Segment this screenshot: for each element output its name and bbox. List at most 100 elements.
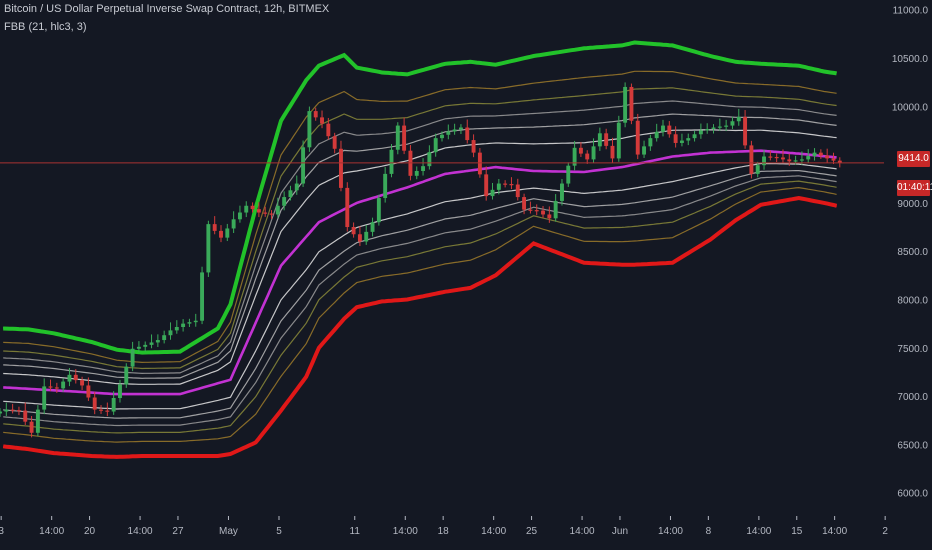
time-tick-label: 14:00 bbox=[746, 526, 771, 537]
candle-body bbox=[831, 158, 836, 161]
candle-body bbox=[818, 152, 823, 156]
candle-body bbox=[743, 116, 748, 146]
candle-body bbox=[263, 212, 268, 214]
candle-body bbox=[673, 134, 678, 143]
candle-body bbox=[61, 381, 66, 389]
fib-band-lower bbox=[3, 180, 837, 434]
candle-body bbox=[54, 387, 59, 389]
price-tick-label: 7500.0 bbox=[897, 344, 928, 355]
fib-band-lower bbox=[3, 170, 837, 419]
candle-body bbox=[193, 320, 198, 323]
candle-body bbox=[515, 184, 520, 198]
candle-body bbox=[509, 184, 514, 186]
fib-band-upper bbox=[3, 113, 837, 379]
candle-body bbox=[465, 127, 470, 141]
candle-body bbox=[560, 183, 564, 201]
price-tick-label: 9000.0 bbox=[897, 199, 928, 210]
candle-body bbox=[490, 189, 495, 197]
time-tick-label: Jun bbox=[612, 526, 628, 537]
candle-body bbox=[10, 409, 15, 411]
candle-body bbox=[181, 323, 186, 328]
candle-body bbox=[648, 138, 653, 147]
candle-body bbox=[414, 170, 419, 176]
candle-body bbox=[572, 147, 577, 166]
candle-body bbox=[503, 183, 508, 185]
lower-band-line bbox=[3, 198, 837, 459]
candle-body bbox=[686, 138, 691, 141]
time-tick-label: 2 bbox=[882, 526, 888, 537]
candle-body bbox=[679, 140, 684, 143]
candle-body bbox=[566, 165, 571, 184]
candle-body bbox=[0, 411, 2, 414]
bar-countdown-tag: 01:40:11 bbox=[897, 180, 932, 196]
candle-body bbox=[130, 348, 135, 367]
candle-body bbox=[143, 344, 148, 347]
candle-body bbox=[395, 125, 400, 150]
candle-body bbox=[522, 197, 527, 210]
candle-body bbox=[105, 410, 110, 412]
candle-body bbox=[206, 224, 211, 273]
time-tick-label: 3 bbox=[0, 526, 4, 537]
candle-body bbox=[345, 187, 350, 228]
candle-body bbox=[661, 125, 665, 132]
candle-body bbox=[219, 230, 223, 238]
candle-body bbox=[73, 374, 78, 381]
candle-body bbox=[155, 340, 160, 343]
bands-layer bbox=[2, 40, 838, 459]
price-tick-label: 10000.0 bbox=[892, 102, 929, 113]
candle-body bbox=[364, 231, 369, 242]
candle-body bbox=[124, 366, 129, 385]
time-tick-label: 11 bbox=[350, 526, 361, 537]
symbol-legend[interactable]: Bitcoin / US Dollar Perpetual Inverse Sw… bbox=[4, 3, 330, 15]
candle-body bbox=[616, 122, 621, 159]
candle-body bbox=[585, 153, 590, 160]
time-axis[interactable]: 3 14:00 20 14:00 27 May 5 11 14:00 18 14:00 25 14:00… bbox=[0, 516, 888, 537]
last-price-tag: 9414.0 bbox=[897, 151, 930, 167]
candle-body bbox=[301, 147, 306, 184]
candle-body bbox=[174, 327, 179, 331]
candle-body bbox=[4, 409, 9, 412]
candle-body bbox=[421, 166, 426, 171]
candle-body bbox=[458, 127, 463, 130]
price-tick-label: 7000.0 bbox=[897, 392, 928, 403]
candle-body bbox=[528, 209, 533, 211]
time-tick-label: 5 bbox=[276, 526, 282, 537]
candle-body bbox=[642, 146, 647, 155]
candles-layer bbox=[0, 82, 842, 438]
candle-body bbox=[307, 111, 312, 148]
candle-body bbox=[578, 147, 583, 154]
candle-body bbox=[351, 227, 356, 235]
candle-body bbox=[149, 342, 154, 345]
time-tick-label: 14:00 bbox=[393, 526, 418, 537]
candle-body bbox=[357, 234, 362, 242]
time-tick-label: 18 bbox=[438, 526, 450, 537]
candle-body bbox=[711, 127, 716, 129]
time-tick-label: 25 bbox=[526, 526, 538, 537]
fib-band-lower bbox=[3, 162, 837, 410]
price-tick-label: 10500.0 bbox=[892, 54, 929, 65]
basis-line bbox=[3, 149, 837, 396]
candle-body bbox=[471, 140, 476, 153]
time-tick-label: 14:00 bbox=[658, 526, 683, 537]
time-tick-label: 14:00 bbox=[570, 526, 595, 537]
candle-body bbox=[86, 385, 91, 398]
time-tick-label: 20 bbox=[84, 526, 96, 537]
candle-body bbox=[29, 421, 34, 433]
fib-band-lower bbox=[3, 175, 837, 427]
candle-body bbox=[781, 157, 785, 160]
candle-body bbox=[326, 123, 331, 137]
indicator-legend[interactable]: FBB (21, hlc3, 3) bbox=[4, 21, 87, 33]
candle-body bbox=[610, 145, 615, 159]
candle-body bbox=[282, 197, 287, 206]
candle-body bbox=[787, 159, 792, 162]
candle-body bbox=[705, 128, 710, 131]
candle-body bbox=[698, 130, 703, 135]
candle-body bbox=[484, 174, 489, 197]
candle-body bbox=[92, 397, 97, 410]
candle-body bbox=[736, 116, 741, 122]
candle-body bbox=[212, 224, 217, 231]
candle-body bbox=[717, 126, 722, 128]
candle-body bbox=[534, 210, 539, 212]
